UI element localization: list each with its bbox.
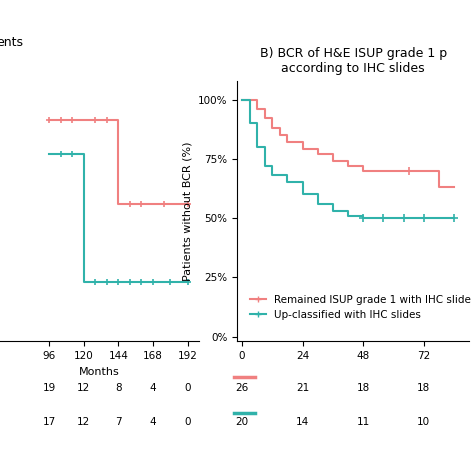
Text: 8: 8 xyxy=(115,383,122,393)
Text: 18: 18 xyxy=(356,383,370,393)
Title: B) BCR of H&E ISUP grade 1 p
according to IHC slides: B) BCR of H&E ISUP grade 1 p according t… xyxy=(260,47,447,75)
Text: ents: ents xyxy=(0,36,23,49)
Text: 14: 14 xyxy=(296,417,309,427)
X-axis label: Months: Months xyxy=(79,366,120,376)
Text: 12: 12 xyxy=(77,417,90,427)
Text: 17: 17 xyxy=(43,417,55,427)
Text: 21: 21 xyxy=(296,383,309,393)
Text: 0: 0 xyxy=(184,383,191,393)
Legend: Remained ISUP grade 1 with IHC slide, Up-classified with IHC slides: Remained ISUP grade 1 with IHC slide, Up… xyxy=(247,292,474,323)
Text: 12: 12 xyxy=(77,383,90,393)
Text: 19: 19 xyxy=(43,383,55,393)
Text: 20: 20 xyxy=(236,417,248,427)
Text: 4: 4 xyxy=(150,383,156,393)
Text: 18: 18 xyxy=(417,383,430,393)
Text: 10: 10 xyxy=(417,417,430,427)
Text: 11: 11 xyxy=(356,417,370,427)
Y-axis label: Patients without BCR (%): Patients without BCR (%) xyxy=(182,141,192,281)
Text: 7: 7 xyxy=(115,417,122,427)
Text: 26: 26 xyxy=(236,383,249,393)
Text: 4: 4 xyxy=(150,417,156,427)
Text: 0: 0 xyxy=(184,417,191,427)
